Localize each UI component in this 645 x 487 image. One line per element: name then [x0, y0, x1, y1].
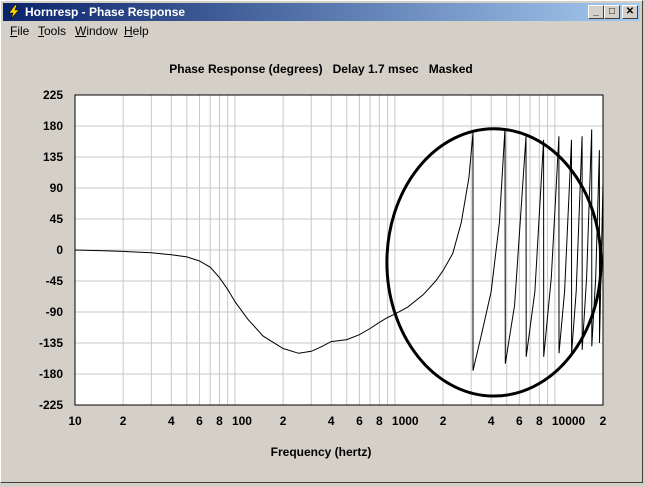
x-tick-label: 4 — [168, 414, 175, 428]
highlight-ellipse — [385, 127, 603, 398]
window-title: Hornresp - Phase Response — [25, 5, 186, 19]
x-tick-label: 8 — [376, 414, 383, 428]
x-axis-ticks: 10 2 4 6 8 100 2 4 6 8 1000 2 4 6 8 10000 2 — [68, 414, 606, 428]
maximize-button[interactable]: □ — [604, 5, 620, 19]
x-tick-label: 6 — [196, 414, 203, 428]
chart-title: Phase Response (degrees) Delay 1.7 msec … — [169, 62, 472, 76]
y-tick-label: 225 — [43, 88, 63, 102]
x-tick-label: 2 — [600, 414, 607, 428]
y-tick-label: -90 — [46, 305, 64, 319]
y-tick-label: 45 — [50, 212, 64, 226]
menu-window[interactable]: Window — [75, 24, 118, 38]
grid-lines — [75, 95, 603, 405]
y-tick-label: 0 — [56, 243, 63, 257]
x-tick-label: 2 — [440, 414, 447, 428]
chart-area: Phase Response (degrees) Delay 1.7 msec … — [1, 45, 644, 484]
x-tick-label: 4 — [328, 414, 335, 428]
menu-file[interactable]: File — [10, 24, 30, 38]
x-tick-label: 4 — [488, 414, 495, 428]
x-tick-label: 2 — [120, 414, 127, 428]
minimize-button[interactable]: _ — [588, 5, 604, 19]
y-tick-label: 180 — [43, 119, 63, 133]
x-axis-label: Frequency (hertz) — [271, 445, 372, 459]
maximize-icon: □ — [608, 6, 616, 17]
y-tick-label: -225 — [39, 398, 63, 412]
minimize-icon: _ — [593, 6, 599, 17]
x-tick-label: 8 — [216, 414, 223, 428]
menu-tools[interactable]: Tools — [38, 24, 67, 38]
y-tick-label: -135 — [39, 336, 63, 350]
y-tick-label: 135 — [43, 150, 63, 164]
x-tick-label: 2 — [280, 414, 287, 428]
y-tick-label: -45 — [46, 274, 64, 288]
menu-bar: File Tools Window Help — [3, 22, 640, 41]
x-tick-label: 100 — [232, 414, 252, 428]
menu-help[interactable]: Help — [124, 24, 149, 38]
x-tick-label: 8 — [536, 414, 543, 428]
phase-series-line — [74, 128, 604, 371]
x-tick-label: 6 — [356, 414, 363, 428]
x-tick-label: 10000 — [552, 414, 586, 428]
y-axis-ticks: 225 180 135 90 45 0 -45 -90 -135 -180 -225 — [39, 88, 63, 412]
close-icon: ✕ — [625, 6, 635, 17]
phase-response-chart: Phase Response (degrees) Delay 1.7 msec … — [39, 62, 607, 459]
y-tick-label: -180 — [39, 367, 63, 381]
x-tick-label: 10 — [68, 414, 82, 428]
close-button[interactable]: ✕ — [622, 5, 638, 19]
y-tick-label: 90 — [50, 181, 64, 195]
title-bar[interactable]: Hornresp - Phase Response _ □ ✕ — [3, 3, 640, 21]
x-tick-label: 6 — [516, 414, 523, 428]
lightning-bolt-icon — [8, 4, 20, 20]
x-tick-label: 1000 — [392, 414, 419, 428]
